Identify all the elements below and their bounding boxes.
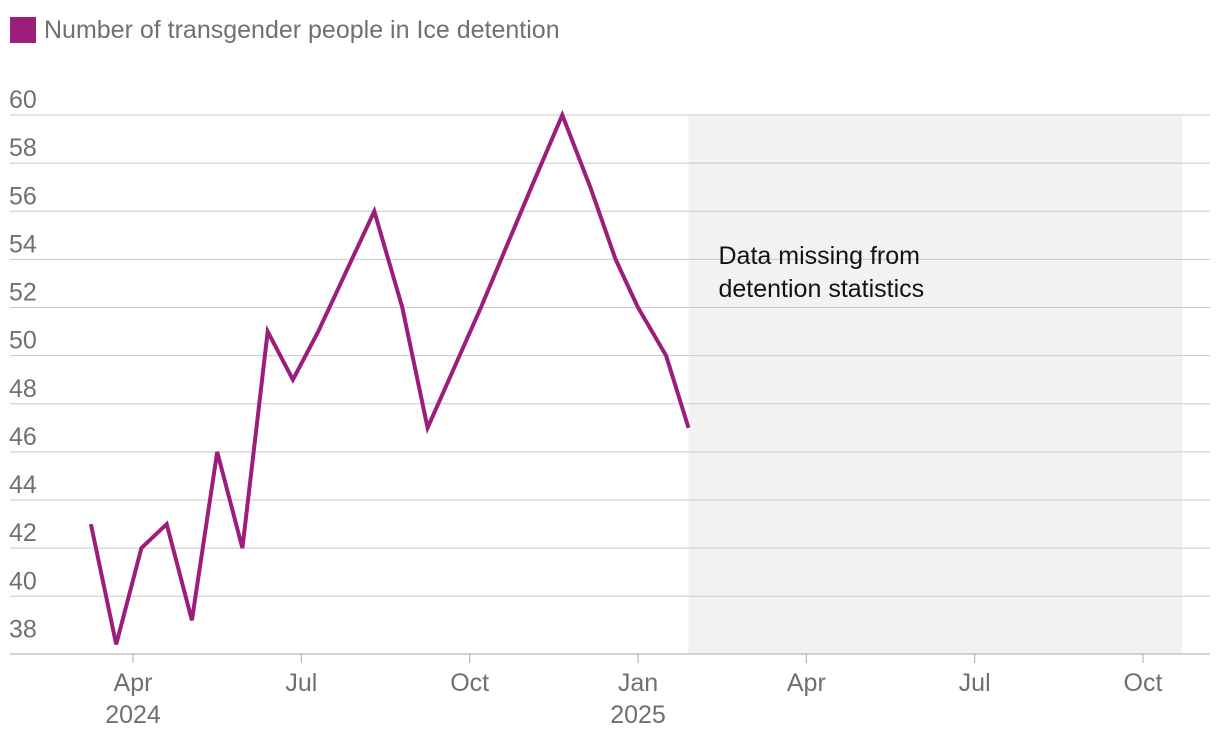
x-tick-label: Apr (787, 669, 826, 697)
y-tick-label: 50 (9, 327, 37, 355)
y-tick-label: 48 (9, 375, 37, 403)
y-tick-label: 46 (9, 423, 37, 451)
y-tick-label: 38 (9, 615, 37, 643)
y-tick-label: 52 (9, 279, 37, 307)
legend-swatch (10, 17, 36, 43)
y-tick-label: 58 (9, 134, 37, 162)
legend-label: Number of transgender people in Ice dete… (44, 15, 560, 44)
x-tick-label: Oct (1124, 669, 1163, 697)
missing-data-annotation: Data missing from detention statistics (719, 242, 925, 303)
series-group (88, 109, 691, 645)
y-tick-label: 56 (9, 182, 37, 210)
x-tick-label: Jul (959, 669, 991, 697)
x-axis-ticks: Apr 2024 Jul Oct Jan 2025 Apr Jul Oct (105, 654, 1162, 729)
y-tick-label: 54 (9, 230, 37, 258)
legend: Number of transgender people in Ice dete… (10, 14, 560, 46)
gridlines (10, 114, 1210, 597)
x-tick-label: Jan (618, 669, 658, 697)
x-tick-label: Apr (114, 669, 153, 697)
y-tick-label: 42 (9, 519, 37, 547)
y-tick-label: 40 (9, 567, 37, 595)
x-tick-label: Jul (285, 669, 317, 697)
annotation-line: Data missing from (719, 242, 920, 270)
series-line (88, 109, 691, 645)
missing-data-region (688, 115, 1183, 654)
x-tick-year-label: 2025 (610, 701, 666, 729)
x-tick-year-label: 2024 (105, 701, 161, 729)
y-tick-label: 60 (9, 86, 37, 114)
annotation-line: detention statistics (719, 275, 925, 303)
x-tick-label: Oct (450, 669, 489, 697)
y-tick-label: 44 (9, 471, 37, 499)
y-axis-ticks: 38 40 42 44 46 48 50 52 54 56 58 60 (9, 86, 37, 643)
